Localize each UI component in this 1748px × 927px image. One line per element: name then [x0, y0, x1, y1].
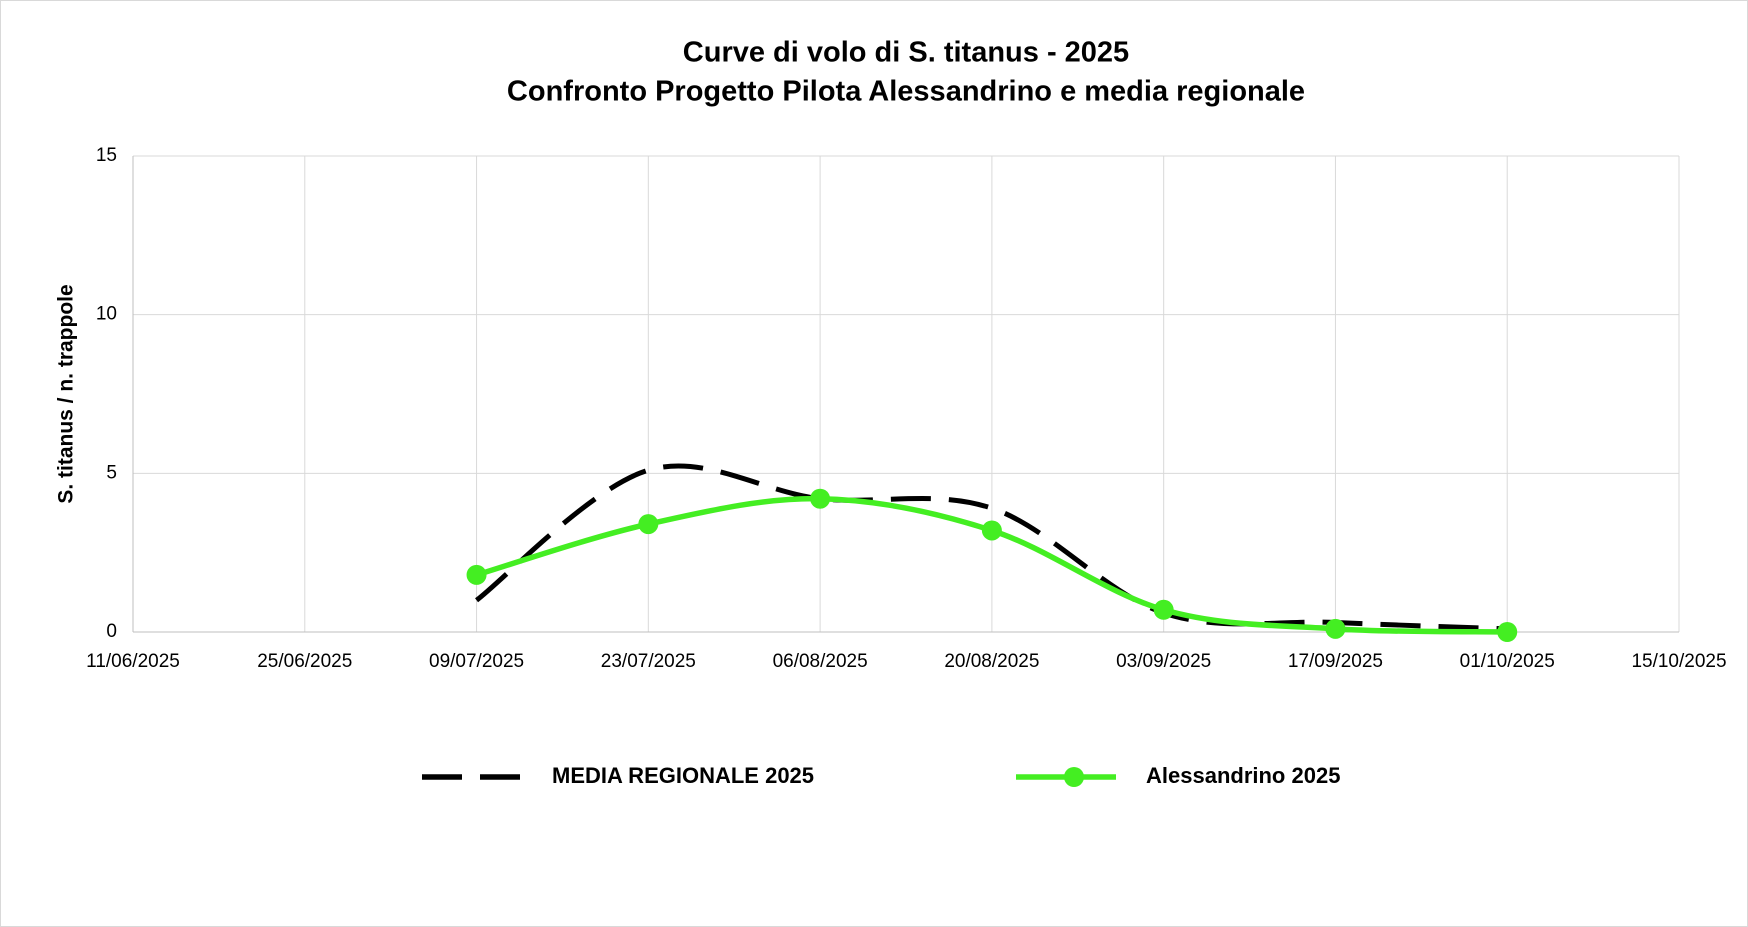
legend-marker [1064, 767, 1084, 787]
point [1497, 622, 1518, 642]
x-tick-label: 03/09/2025 [1116, 651, 1211, 672]
point [1325, 618, 1346, 639]
legend-label: MEDIA REGIONALE 2025 [552, 763, 814, 788]
x-tick-label: 11/06/2025 [86, 651, 180, 672]
y-tick-label: 5 [106, 462, 117, 483]
x-tick-label: 23/07/2025 [601, 651, 696, 672]
legend-label: Alessandrino 2025 [1146, 763, 1340, 788]
point [1153, 599, 1174, 620]
y-tick-label: 15 [96, 145, 117, 166]
x-tick-label: 01/10/2025 [1460, 651, 1555, 672]
x-tick-label: 06/08/2025 [773, 651, 868, 672]
y-axis-title: S. titanus / n. trappole [55, 284, 78, 503]
x-tick-label: 25/06/2025 [257, 651, 352, 672]
y-tick-label: 0 [106, 621, 117, 642]
x-tick-label: 17/09/2025 [1288, 651, 1383, 672]
point [810, 488, 831, 509]
point [466, 564, 487, 585]
y-tick-label: 10 [96, 304, 117, 325]
point [638, 514, 659, 535]
point [981, 520, 1002, 541]
x-tick-label: 20/08/2025 [944, 651, 1039, 672]
chart-subtitle: Confronto Progetto Pilota Alessandrino e… [507, 76, 1305, 108]
x-tick-label: 09/07/2025 [429, 651, 524, 672]
chart-title: Curve di volo di S. titanus - 2025 [683, 37, 1129, 69]
x-tick-label: 15/10/2025 [1631, 651, 1726, 672]
